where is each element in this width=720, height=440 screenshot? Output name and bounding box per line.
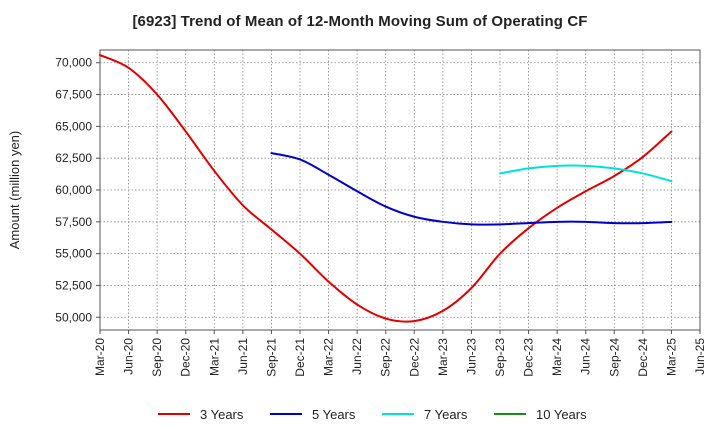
x-tick-label: Jun-21: [236, 338, 250, 375]
legend-item: 3 Years: [158, 407, 244, 422]
plot-frame: [99, 49, 701, 331]
y-tick-label: 60,000: [55, 183, 92, 197]
legend-item: 10 Years: [494, 407, 587, 422]
x-tick-label: Sep-23: [493, 338, 507, 377]
x-tick-label: Mar-23: [436, 338, 450, 376]
series-line-3-years: [99, 54, 673, 323]
x-tick-label: Dec-20: [179, 338, 193, 377]
legend-label: 5 Years: [312, 407, 356, 422]
y-tick-label: 50,000: [55, 310, 92, 324]
y-tick-label: 52,500: [55, 278, 92, 292]
y-tick-label: 67,500: [55, 88, 92, 102]
legend-label: 7 Years: [424, 407, 468, 422]
legend-item: 5 Years: [270, 407, 356, 422]
series-line-7-years: [499, 164, 673, 183]
y-tick-label: 62,500: [55, 151, 92, 165]
x-tick-label: Jun-25: [693, 338, 707, 375]
x-axis-ticks: Mar-20 Jun-20 Sep-20 Dec-20 Mar-21 Jun-21 Sep-…: [93, 330, 707, 377]
x-tick-label: Sep-20: [150, 338, 164, 377]
legend-label: 10 Years: [536, 407, 587, 422]
x-tick-label: Sep-22: [379, 338, 393, 377]
x-tick-label: Dec-21: [293, 338, 307, 377]
x-tick-label: Dec-24: [636, 338, 650, 377]
x-tick-label: Mar-25: [664, 338, 678, 376]
x-tick-label: Dec-22: [407, 338, 421, 377]
x-tick-label: Sep-21: [264, 338, 278, 377]
series-lines: [99, 54, 673, 323]
x-tick-label: Sep-24: [607, 338, 621, 377]
x-tick-label: Mar-21: [207, 338, 221, 376]
y-tick-label: 70,000: [55, 56, 92, 70]
y-axis-ticks: 50,000 52,500 55,000 57,500 60,000 62,500 65,0…: [55, 56, 100, 324]
chart-title: [6923] Trend of Mean of 12-Month Moving …: [132, 13, 588, 30]
x-tick-label: Mar-22: [322, 338, 336, 376]
y-tick-label: 55,000: [55, 247, 92, 261]
y-tick-label: 65,000: [55, 119, 92, 133]
x-tick-label: Dec-23: [522, 338, 536, 377]
grid-lines: [99, 50, 701, 330]
x-tick-label: Jun-24: [579, 338, 593, 375]
series-line-5-years: [270, 152, 673, 226]
legend: 3 Years 5 Years 7 Years 10 Years: [158, 407, 587, 422]
x-tick-label: Jun-23: [464, 338, 478, 375]
y-axis-title: Amount (million yen): [7, 131, 22, 250]
y-tick-label: 57,500: [55, 215, 92, 229]
legend-item: 7 Years: [382, 407, 468, 422]
x-tick-label: Jun-22: [350, 338, 364, 375]
legend-label: 3 Years: [200, 407, 244, 422]
x-tick-label: Mar-20: [93, 338, 107, 376]
x-tick-label: Mar-24: [550, 338, 564, 376]
x-tick-label: Jun-20: [122, 338, 136, 375]
